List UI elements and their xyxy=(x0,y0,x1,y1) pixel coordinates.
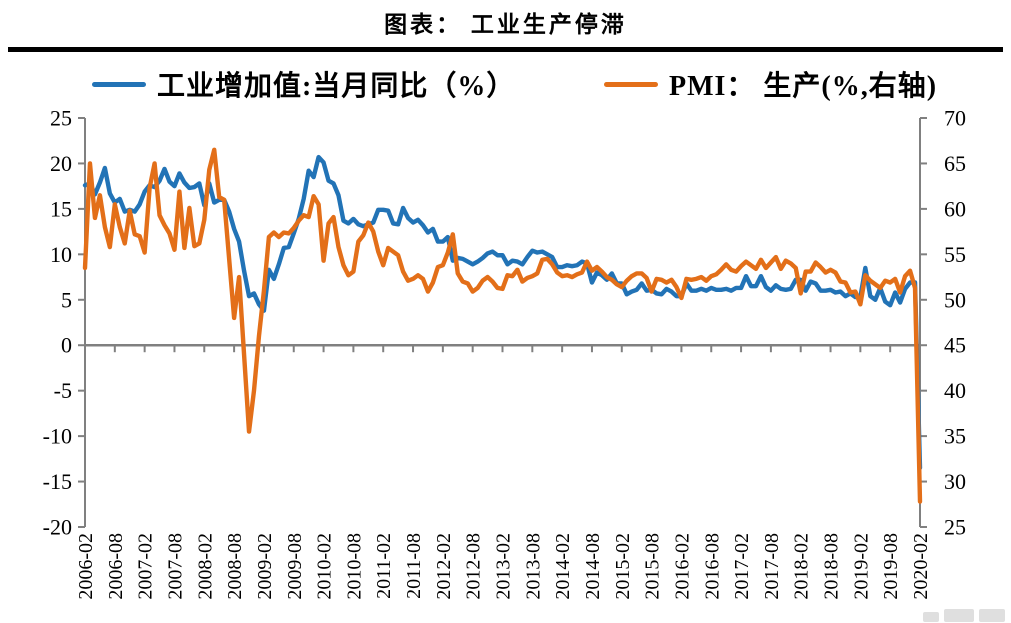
title-divider xyxy=(8,47,1003,52)
svg-text:2006-08: 2006-08 xyxy=(105,533,127,600)
svg-text:2017-08: 2017-08 xyxy=(761,533,783,600)
watermark xyxy=(923,609,1005,622)
svg-text:2014-02: 2014-02 xyxy=(552,533,574,600)
watermark-mark-2 xyxy=(944,609,974,622)
svg-text:2006-02: 2006-02 xyxy=(75,533,97,600)
svg-text:-20: -20 xyxy=(43,514,72,539)
legend-item-industrial-output: 工业增加值:当月同比（%） xyxy=(92,66,515,102)
svg-text:2016-02: 2016-02 xyxy=(671,533,693,600)
svg-text:65: 65 xyxy=(944,151,966,176)
legend-line-sample-orange xyxy=(604,81,658,87)
legend-label-pmi-production: PMI： 生产(%,右轴) xyxy=(669,71,938,102)
svg-text:35: 35 xyxy=(944,424,966,449)
svg-text:2015-02: 2015-02 xyxy=(612,533,634,600)
svg-text:2019-02: 2019-02 xyxy=(850,533,872,600)
svg-text:-10: -10 xyxy=(43,424,72,449)
chart-title: 图表： 工业生产停滞 xyxy=(384,12,627,37)
watermark-mark-3 xyxy=(979,609,1005,622)
svg-text:55: 55 xyxy=(944,242,966,267)
svg-text:-15: -15 xyxy=(43,469,72,494)
svg-text:2010-02: 2010-02 xyxy=(314,533,336,600)
svg-text:2011-02: 2011-02 xyxy=(373,533,395,599)
svg-text:2013-08: 2013-08 xyxy=(522,533,544,600)
legend-item-pmi-production: PMI： 生产(%,右轴) xyxy=(604,66,937,102)
svg-text:2008-02: 2008-02 xyxy=(194,533,216,600)
svg-text:2019-08: 2019-08 xyxy=(880,533,902,600)
svg-text:40: 40 xyxy=(944,378,966,403)
svg-text:2012-02: 2012-02 xyxy=(433,533,455,600)
svg-text:70: 70 xyxy=(944,105,966,130)
svg-text:2007-08: 2007-08 xyxy=(164,533,186,600)
svg-text:2014-08: 2014-08 xyxy=(582,533,604,600)
svg-text:30: 30 xyxy=(944,469,966,494)
svg-text:20: 20 xyxy=(50,151,72,176)
svg-text:2013-02: 2013-02 xyxy=(493,533,515,600)
watermark-mark-1 xyxy=(923,612,939,622)
svg-text:2009-08: 2009-08 xyxy=(284,533,306,600)
svg-text:15: 15 xyxy=(50,196,72,221)
svg-text:2017-02: 2017-02 xyxy=(731,533,753,600)
svg-text:2012-08: 2012-08 xyxy=(463,533,485,600)
svg-text:50: 50 xyxy=(944,287,966,312)
svg-text:45: 45 xyxy=(944,333,966,358)
svg-text:60: 60 xyxy=(944,196,966,221)
svg-text:0: 0 xyxy=(61,333,72,358)
svg-text:2007-02: 2007-02 xyxy=(135,533,157,600)
svg-text:2016-08: 2016-08 xyxy=(701,533,723,600)
svg-text:2009-02: 2009-02 xyxy=(254,533,276,600)
svg-text:2011-08: 2011-08 xyxy=(403,533,425,599)
legend-label-industrial-output: 工业增加值:当月同比（%） xyxy=(157,71,516,102)
svg-text:10: 10 xyxy=(50,242,72,267)
svg-text:25: 25 xyxy=(944,514,966,539)
legend-line-sample-blue xyxy=(92,81,146,87)
svg-text:2018-08: 2018-08 xyxy=(821,533,843,600)
svg-text:2008-08: 2008-08 xyxy=(224,533,246,600)
svg-text:2015-08: 2015-08 xyxy=(642,533,664,600)
svg-text:2020-02: 2020-02 xyxy=(910,533,932,600)
svg-text:2018-02: 2018-02 xyxy=(791,533,813,600)
svg-text:25: 25 xyxy=(50,105,72,130)
svg-text:2010-08: 2010-08 xyxy=(343,533,365,600)
svg-text:5: 5 xyxy=(61,287,72,312)
svg-text:-5: -5 xyxy=(54,378,72,403)
